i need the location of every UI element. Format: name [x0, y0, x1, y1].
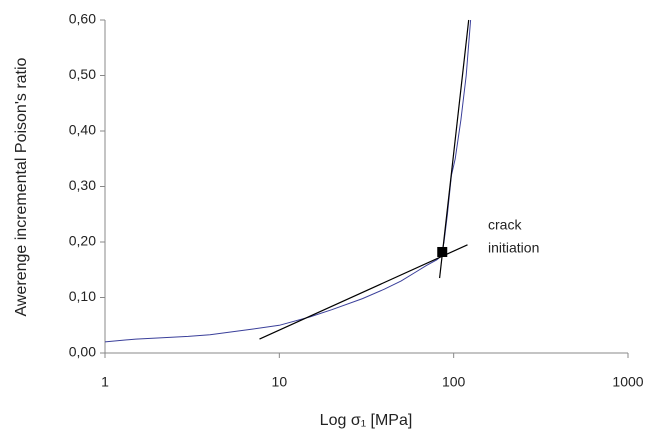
x-tick-label: 1000: [612, 374, 643, 390]
marker: [437, 246, 448, 257]
y-axis-label: Awerenge incremental Poison's ratio: [13, 57, 30, 316]
line: [439, 19, 470, 279]
y-tick-label: 0,50: [69, 66, 96, 82]
y-tick-label: 0,30: [69, 177, 96, 193]
y-tick-label: 0,40: [69, 122, 96, 138]
x-axis-label: Log σ₁ [MPa]: [320, 412, 413, 429]
y-tick-label: 0,00: [69, 344, 96, 360]
y-tick-label: 0,10: [69, 288, 96, 304]
annotation: initiation: [488, 240, 539, 256]
line: [259, 244, 468, 340]
x-tick-label: 1: [101, 374, 109, 390]
line: [104, 19, 472, 343]
y-tick-label: 0,20: [69, 233, 96, 249]
x-tick-label: 10: [272, 374, 288, 390]
y-tick-label: 0,60: [69, 11, 96, 27]
x-tick-label: 100: [442, 374, 466, 390]
annotation: crack: [488, 217, 522, 233]
